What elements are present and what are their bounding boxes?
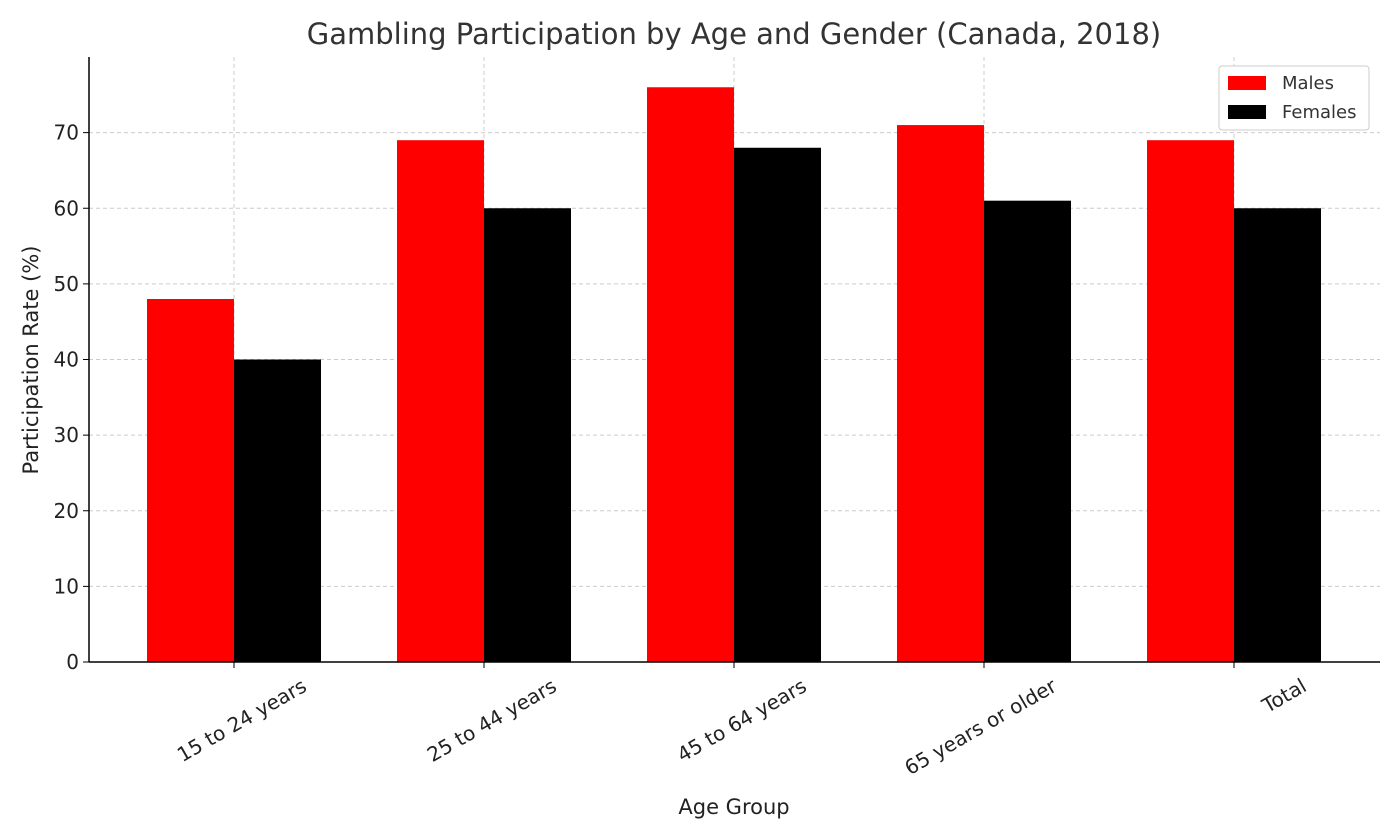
y-tick-label: 40 <box>54 348 79 372</box>
y-tick-label: 70 <box>54 121 79 145</box>
y-tick-label: 10 <box>54 574 79 598</box>
x-tick-label: Total <box>1257 674 1310 719</box>
bar-males-4 <box>1147 140 1234 662</box>
y-tick-label: 20 <box>54 499 79 523</box>
bars-layer <box>147 87 1321 662</box>
y-axis-label: Participation Rate (%) <box>19 246 43 475</box>
x-tick-label: 25 to 44 years <box>423 674 561 767</box>
x-ticks: 15 to 24 years 25 to 44 years 45 to 64 yea… <box>173 662 1311 780</box>
bar-males-3 <box>897 125 984 662</box>
y-ticks: 0 10 20 30 40 50 60 70 <box>54 121 89 674</box>
bar-males-0 <box>147 299 234 662</box>
y-tick-label: 30 <box>54 423 79 447</box>
bar-males-2 <box>647 87 734 662</box>
bar-males-1 <box>397 140 484 662</box>
x-tick-label: 15 to 24 years <box>173 674 311 767</box>
x-tick-label: 65 years or older <box>900 673 1061 780</box>
x-tick-label: 45 to 64 years <box>673 674 811 767</box>
y-tick-label: 50 <box>54 272 79 296</box>
y-tick-label: 0 <box>66 650 79 674</box>
bar-females-1 <box>484 208 571 662</box>
legend-label-males: Males <box>1282 73 1334 94</box>
bar-females-2 <box>734 147 821 662</box>
bar-females-4 <box>1234 208 1321 662</box>
chart-title: Gambling Participation by Age and Gender… <box>307 17 1161 51</box>
bar-females-0 <box>234 359 321 662</box>
legend-swatch-females <box>1228 105 1266 119</box>
legend-label-females: Females <box>1282 102 1356 123</box>
legend: Males Females <box>1218 65 1370 131</box>
legend-swatch-males <box>1228 76 1266 90</box>
x-axis-label: Age Group <box>678 795 789 819</box>
bar-females-3 <box>984 200 1071 662</box>
y-tick-label: 60 <box>54 196 79 220</box>
